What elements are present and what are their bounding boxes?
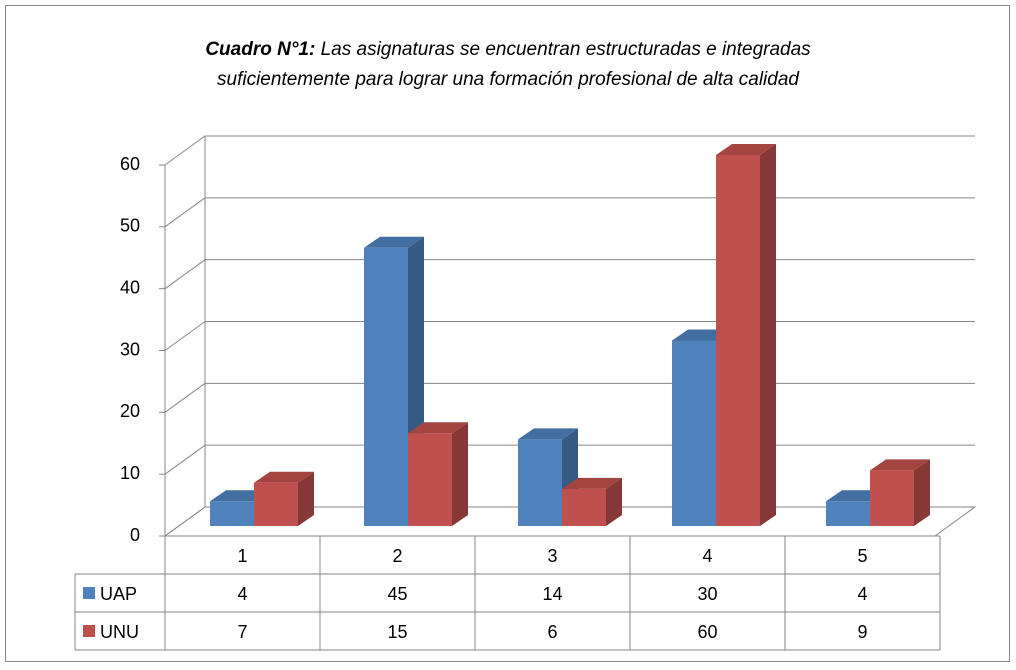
- table-value: 45: [387, 584, 407, 604]
- title-prefix: Cuadro N°1:: [205, 39, 315, 60]
- side-grid-line: [164, 197, 206, 228]
- bar-top: [562, 477, 622, 489]
- bar: [672, 340, 716, 526]
- side-grid-line: [164, 382, 206, 413]
- legend-label: UAP: [100, 584, 137, 604]
- bar-top: [408, 422, 468, 434]
- bar: [254, 482, 298, 526]
- table-value: 9: [857, 622, 867, 642]
- chart-border: [5, 5, 1010, 662]
- x-tick-label: 4: [702, 546, 712, 566]
- x-tick-label: 2: [392, 546, 402, 566]
- x-tick-label: 1: [237, 546, 247, 566]
- bar-top: [716, 144, 776, 155]
- table-value: 15: [387, 622, 407, 642]
- table-value: 60: [697, 622, 717, 642]
- chart-title: suficientemente para lograr una formació…: [217, 69, 800, 90]
- title-line: Las asignaturas se encuentran estructura…: [321, 39, 812, 60]
- chart-title: Cuadro N°1: Las asignaturas se encuentra…: [205, 39, 811, 60]
- bar-top: [870, 459, 930, 471]
- bar: [408, 433, 452, 526]
- table-value: 30: [697, 584, 717, 604]
- bar-side: [606, 477, 622, 526]
- bar-top: [518, 428, 578, 440]
- table-value: 4: [857, 584, 867, 604]
- side-grid-line: [164, 444, 206, 475]
- y-tick-label: 50: [120, 216, 140, 236]
- y-tick-label: 20: [120, 401, 140, 421]
- legend-label: UNU: [100, 622, 139, 642]
- bar-side: [298, 471, 314, 526]
- table-value: 7: [237, 622, 247, 642]
- y-tick-label: 60: [120, 154, 140, 174]
- x-tick-label: 5: [857, 546, 867, 566]
- bar: [364, 247, 408, 526]
- bar-side: [452, 422, 468, 526]
- bar-top: [364, 236, 424, 248]
- bar: [210, 501, 254, 526]
- y-tick-label: 0: [130, 525, 140, 545]
- bar-top: [254, 471, 314, 483]
- bar: [870, 470, 914, 526]
- table-value: 4: [237, 584, 247, 604]
- side-grid-line: [164, 259, 206, 290]
- side-grid-line: [164, 506, 206, 537]
- table-value: 14: [542, 584, 562, 604]
- legend-swatch: [83, 587, 95, 599]
- bar: [716, 155, 760, 526]
- bar-side: [760, 144, 776, 526]
- legend-swatch: [83, 625, 95, 637]
- bar: [562, 488, 606, 526]
- bar-side: [914, 459, 930, 526]
- y-tick-label: 10: [120, 463, 140, 483]
- bar: [518, 439, 562, 526]
- side-grid-line: [164, 135, 206, 166]
- bar: [826, 501, 870, 526]
- table-value: 6: [547, 622, 557, 642]
- y-tick-label: 30: [120, 339, 140, 359]
- x-tick-label: 3: [547, 546, 557, 566]
- side-grid-line: [164, 321, 206, 351]
- y-tick-label: 40: [120, 277, 140, 297]
